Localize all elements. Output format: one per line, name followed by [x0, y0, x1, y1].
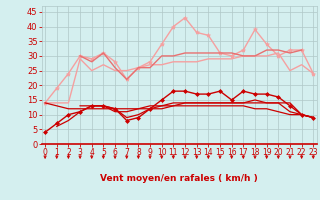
- X-axis label: Vent moyen/en rafales ( km/h ): Vent moyen/en rafales ( km/h ): [100, 174, 258, 183]
